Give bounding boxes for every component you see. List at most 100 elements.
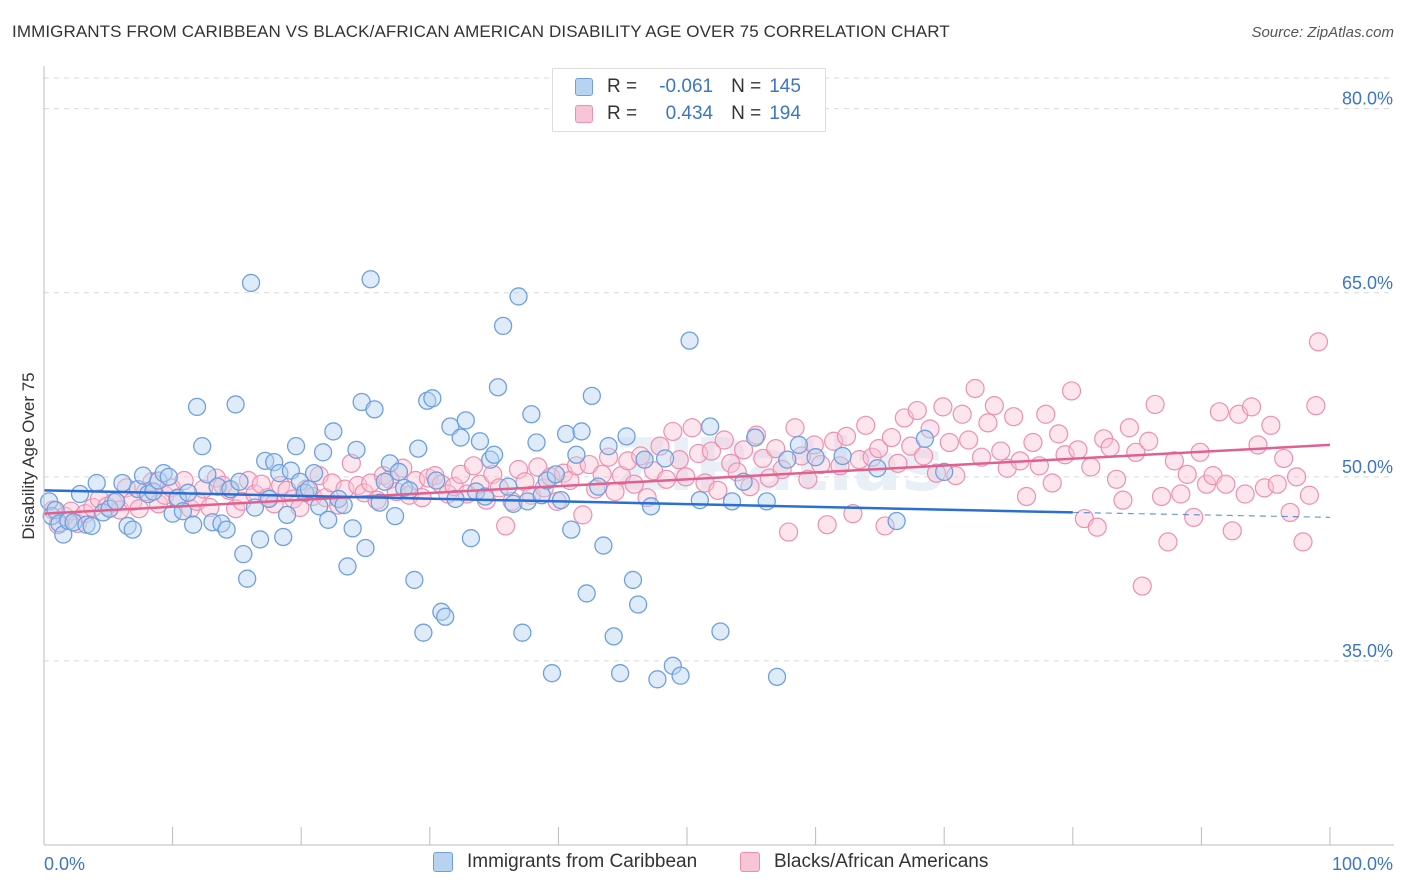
- blue-point: [400, 481, 419, 500]
- blue-point: [234, 545, 253, 564]
- blue-point: [113, 473, 132, 493]
- blue-point: [319, 510, 338, 529]
- pink-point: [875, 516, 895, 536]
- series-swatch-pink: [740, 852, 760, 872]
- blue-point: [690, 491, 710, 510]
- pink-point: [959, 430, 979, 450]
- blue-point: [405, 570, 424, 590]
- pink-point: [1139, 431, 1159, 451]
- blue-point: [648, 670, 667, 689]
- blue-point: [304, 464, 324, 483]
- series-legend-label: Immigrants from Caribbean: [467, 851, 698, 872]
- pink-point: [1151, 486, 1172, 507]
- blue-point: [456, 411, 475, 430]
- blue-point: [778, 450, 797, 469]
- chart-source: Source: ZipAtlas.com: [1251, 24, 1394, 41]
- blue-point: [286, 437, 306, 456]
- pink-point: [1216, 474, 1236, 494]
- pink-point: [1106, 469, 1127, 489]
- blue-point: [577, 584, 596, 603]
- blue-point: [270, 464, 289, 483]
- blue-point: [187, 397, 207, 417]
- blue-point: [313, 443, 333, 462]
- pink-point: [1113, 490, 1133, 510]
- pink-point: [1081, 457, 1101, 477]
- blue-point: [217, 520, 236, 539]
- blue-point: [184, 515, 203, 534]
- legend-n-label: N =: [731, 76, 762, 97]
- series-legend-black[interactable]: Blacks/African Americans: [740, 851, 988, 873]
- blue-point: [193, 437, 212, 456]
- blue-point: [722, 492, 742, 511]
- blue-point: [789, 435, 809, 455]
- blue-point: [594, 536, 613, 555]
- legend-n-label: N =: [731, 103, 762, 124]
- pink-point: [1087, 517, 1107, 537]
- blue-point: [746, 428, 765, 447]
- trend-lines-layer: [43, 443, 1331, 518]
- pink-trend-line: [43, 443, 1331, 515]
- legend-n-value: 145: [769, 76, 801, 97]
- axis-layer: 35.0% 50.0% 65.0% 80.0% 0.0% 100.0%: [43, 66, 1394, 874]
- blue-point: [546, 465, 565, 484]
- pink-point: [926, 463, 947, 483]
- pink-point: [669, 450, 689, 470]
- pink-point: [1254, 478, 1275, 498]
- blue-point: [159, 467, 178, 486]
- series-legend-caribbean[interactable]: Immigrants from Caribbean: [433, 851, 697, 873]
- pink-point: [1049, 424, 1069, 444]
- y-axis-title: Disability Age Over 75: [19, 372, 38, 539]
- legend-row-black: R = 0.434 N = 194: [553, 101, 801, 127]
- pink-point: [843, 504, 863, 524]
- blue-point: [409, 439, 428, 458]
- pink-point: [708, 480, 728, 500]
- blue-point: [389, 462, 409, 482]
- pink-point: [869, 439, 889, 459]
- pink-point: [766, 439, 786, 459]
- pink-point: [939, 432, 959, 453]
- blue-point: [238, 569, 257, 588]
- blue-point: [655, 449, 675, 468]
- blue-point: [226, 395, 245, 414]
- pink-point: [1209, 402, 1230, 422]
- pink-point: [1306, 396, 1326, 416]
- chart-title: IMMIGRANTS FROM CARIBBEAN VS BLACK/AFRIC…: [12, 22, 950, 41]
- blue-point: [338, 557, 357, 576]
- y-tick-label: 65.0%: [1342, 273, 1393, 293]
- blue-point: [628, 595, 648, 614]
- blue-point: [265, 452, 284, 472]
- pink-point: [1280, 502, 1300, 523]
- blue-point: [522, 405, 541, 424]
- pink-point: [907, 400, 927, 421]
- blue-point: [427, 471, 446, 490]
- blue-point: [604, 627, 623, 646]
- pink-point: [952, 404, 972, 424]
- blue-point: [230, 472, 249, 491]
- pink-point: [508, 459, 529, 480]
- blue-point: [617, 427, 636, 446]
- blue-point: [599, 437, 618, 456]
- blue-point: [133, 466, 153, 485]
- pink-point: [1004, 407, 1024, 427]
- pink-point: [933, 397, 953, 417]
- pink-point: [1016, 486, 1037, 507]
- pink-point: [733, 440, 754, 460]
- pink-point: [1261, 415, 1281, 435]
- pink-point: [528, 457, 548, 477]
- blue-point: [414, 623, 433, 642]
- legend-swatch-blue: [575, 78, 593, 96]
- series-swatch-blue: [433, 852, 453, 872]
- pink-point: [1293, 532, 1313, 552]
- blue-point: [680, 331, 699, 350]
- pink-point: [1184, 507, 1204, 527]
- blue-point: [356, 538, 375, 558]
- pink-point: [618, 451, 638, 471]
- pink-point: [1036, 404, 1056, 424]
- blue-point: [259, 489, 279, 509]
- blue-point: [451, 428, 470, 447]
- pink-point: [1132, 576, 1152, 596]
- pink-point: [663, 421, 683, 442]
- pink-point: [817, 515, 837, 535]
- pink-point: [1308, 332, 1329, 352]
- blue-point: [54, 525, 73, 544]
